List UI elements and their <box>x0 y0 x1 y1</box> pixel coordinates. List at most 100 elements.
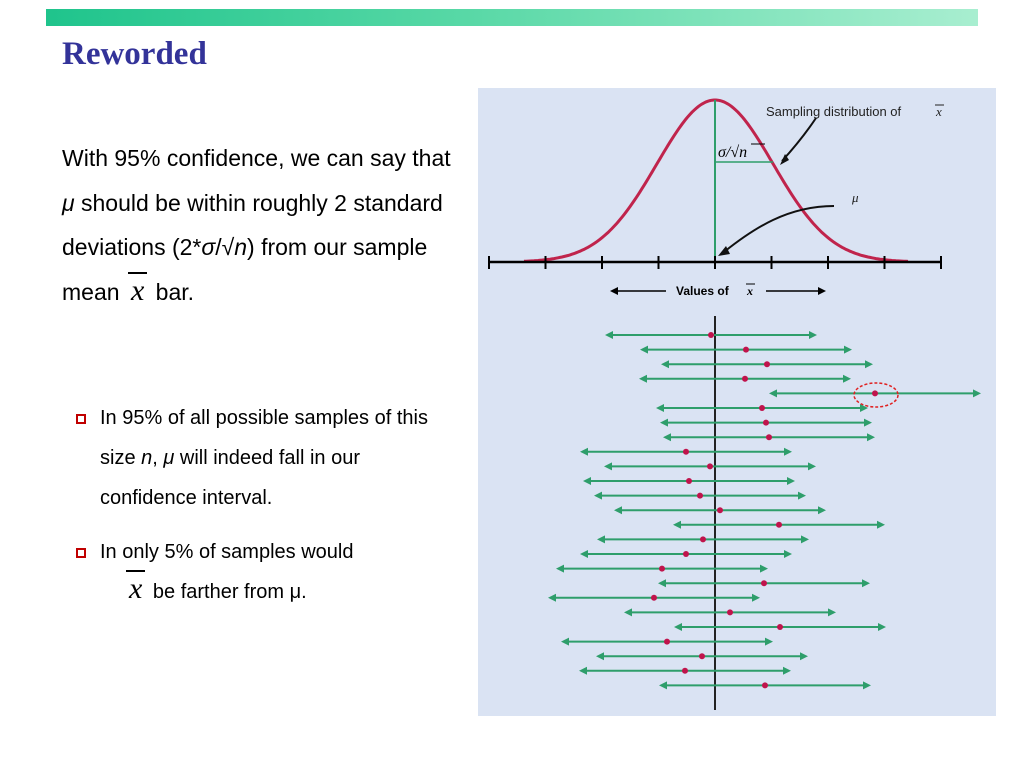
sample-mean-dot <box>682 667 688 674</box>
interval-arrowhead-left <box>597 535 605 544</box>
sigma-symbol: σ <box>201 234 216 260</box>
sample-mean-dot <box>764 361 770 368</box>
interval-arrowhead-right <box>878 623 886 631</box>
main-text-part1: With 95% confidence, we can say that <box>62 145 451 171</box>
interval-arrowhead-left <box>660 418 668 427</box>
interval-arrowhead-left <box>663 433 671 442</box>
interval-arrowhead-right <box>867 433 875 442</box>
sample-mean-dot <box>699 653 705 660</box>
sample-mean-dot <box>743 346 749 353</box>
interval-arrowhead-right <box>818 506 826 515</box>
values-arrowhead-left <box>610 287 618 295</box>
sample-mean-dot <box>659 565 665 572</box>
sampling-xbar-symbol: x <box>935 104 942 119</box>
interval-arrowhead-left <box>624 608 632 617</box>
interval-arrowhead-left <box>769 389 777 398</box>
sample-mean-dot <box>707 463 713 470</box>
slash: / <box>215 234 222 260</box>
interval-arrowhead-left <box>583 477 591 485</box>
bullet1-comma: , <box>152 447 164 469</box>
bullet2-line2: x be farther from μ. <box>100 570 456 612</box>
se-sqrt: √ <box>730 144 739 161</box>
interval-arrowhead-left <box>596 652 604 661</box>
bullet2-line1: In only 5% of samples would <box>100 541 354 563</box>
title-accent-bar <box>46 9 978 26</box>
interval-arrowhead-right <box>844 345 852 354</box>
interval-arrowhead-right <box>843 374 851 383</box>
bullet-list: In 95% of all possible samples of this s… <box>76 398 456 626</box>
bullet-square-icon <box>76 548 86 558</box>
interval-arrowhead-left <box>580 550 588 558</box>
main-paragraph: With 95% confidence, we can say that μ s… <box>62 136 462 314</box>
interval-arrowhead-left <box>561 637 569 646</box>
interval-arrowhead-right <box>784 447 792 456</box>
sampling-distribution-label: Sampling distribution of <box>766 104 902 119</box>
bullet1-part2: will indeed fall in our confidence inter… <box>100 447 360 509</box>
interval-arrowhead-right <box>787 477 795 485</box>
xbar-symbol: x <box>126 271 149 306</box>
interval-arrowhead-left <box>674 623 682 631</box>
sample-mean-dot <box>700 536 706 543</box>
interval-arrowhead-right <box>808 462 816 471</box>
bullet2-text: be farther from μ. <box>147 581 307 603</box>
sample-mean-dot <box>683 448 689 455</box>
values-arrowhead-right <box>818 287 826 295</box>
sample-mean-dot <box>651 594 657 601</box>
interval-arrowhead-right <box>798 491 806 500</box>
bullet-item-5: In only 5% of samples would x be farther… <box>76 532 456 612</box>
interval-arrowhead-left <box>640 345 648 354</box>
interval-arrowhead-right <box>877 520 885 529</box>
interval-arrowhead-left <box>639 374 647 383</box>
interval-arrowhead-left <box>556 564 564 573</box>
interval-arrowhead-right <box>862 579 870 588</box>
confidence-intervals <box>548 331 981 690</box>
pointer-arrowhead-curve <box>780 154 789 165</box>
interval-arrowhead-right <box>863 681 871 690</box>
axis-ticks <box>488 256 942 269</box>
interval-arrowhead-left <box>594 491 602 500</box>
interval-arrowhead-left <box>673 520 681 529</box>
sampling-distribution: Sampling distribution of x σ/√n μ Values… <box>488 98 944 298</box>
n-symbol: n <box>234 234 248 260</box>
sample-mean-dot <box>759 405 765 411</box>
sample-mean-dot <box>697 492 703 499</box>
interval-arrowhead-right <box>765 637 773 646</box>
interval-arrowhead-left <box>659 681 667 690</box>
sample-mean-dot <box>762 682 768 689</box>
main-text-part3: ) from our sample mean <box>62 234 428 305</box>
sample-mean-dot <box>683 551 689 557</box>
interval-arrowhead-right <box>864 418 872 427</box>
main-text-part4: bar. <box>149 278 195 305</box>
interval-arrowhead-left <box>614 506 622 515</box>
values-xbar-symbol: x <box>746 284 753 298</box>
sample-mean-dot <box>872 390 878 397</box>
interval-arrowhead-right <box>973 389 981 398</box>
interval-arrowhead-left <box>579 666 587 675</box>
sample-mean-dot <box>761 580 767 587</box>
interval-arrowhead-right <box>784 550 792 558</box>
bullet1-mu: μ <box>163 447 175 469</box>
interval-arrowhead-right <box>809 331 817 339</box>
interval-arrowhead-right <box>752 593 760 602</box>
interval-arrowhead-left <box>548 593 556 602</box>
interval-arrowhead-left <box>580 447 588 456</box>
pointer-arrowhead-mean <box>718 246 730 256</box>
interval-arrowhead-right <box>865 360 873 369</box>
bullet1-n: n <box>141 447 153 469</box>
sample-mean-dot <box>766 434 772 441</box>
interval-arrowhead-left <box>661 360 669 369</box>
interval-arrowhead-right <box>783 666 791 675</box>
interval-arrowhead-right <box>801 535 809 544</box>
main-text-part2: should be within roughly 2 standard devi… <box>62 189 443 261</box>
sample-mean-dot <box>708 332 714 338</box>
sample-mean-dot <box>776 521 782 528</box>
slide-title: Reworded <box>62 36 207 72</box>
values-axis-label: Values of <box>676 284 730 298</box>
sqrt-symbol: √ <box>221 234 235 260</box>
missed-interval-highlight <box>853 382 899 408</box>
interval-arrowhead-left <box>656 404 664 412</box>
bullet1-part1: In 95% of all possible samples of this s… <box>100 407 428 469</box>
interval-arrowhead-left <box>604 462 612 471</box>
bullet-item-95: In 95% of all possible samples of this s… <box>76 398 456 518</box>
sample-mean-dot <box>664 638 670 645</box>
